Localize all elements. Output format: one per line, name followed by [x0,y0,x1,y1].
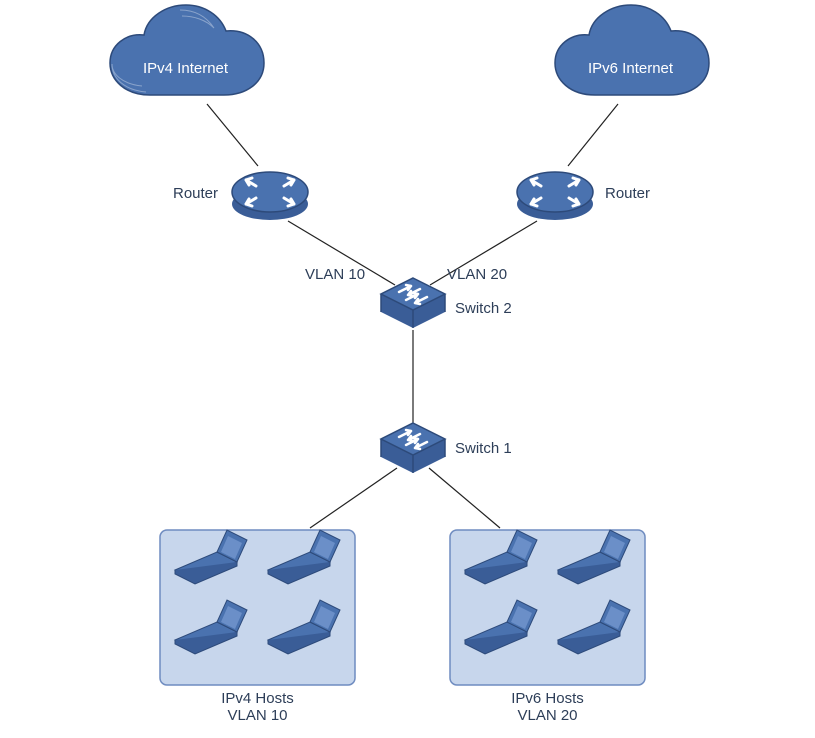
group-ipv4-label-line1: IPv4 Hosts [221,690,294,707]
router-left-label: Router [173,185,218,202]
cloud-icon-ipv4 [110,5,264,95]
group-ipv4-label-line2: VLAN 10 [227,707,287,724]
group-ipv6-label: IPv6 Hosts VLAN 20 [450,690,645,724]
vlan10-edge-label: VLAN 10 [305,266,365,283]
switch2-label: Switch 2 [455,300,512,317]
router-right-label: Router [605,185,650,202]
cloud-ipv4-label: IPv4 Internet [143,60,228,77]
group-ipv4-label: IPv4 Hosts VLAN 10 [160,690,355,724]
router-icon-right [517,172,593,220]
switch1-label: Switch 1 [455,440,512,457]
group-ipv6-label-line2: VLAN 20 [517,707,577,724]
switch-icon-1 [381,423,445,473]
cloud-ipv6-label: IPv6 Internet [588,60,673,77]
router-icon-left [232,172,308,220]
cloud-icon-ipv6 [555,5,709,95]
diagram-canvas [0,0,815,738]
switch-icon-2 [381,278,445,328]
vlan20-edge-label: VLAN 20 [447,266,507,283]
group-ipv6-label-line1: IPv6 Hosts [511,690,584,707]
